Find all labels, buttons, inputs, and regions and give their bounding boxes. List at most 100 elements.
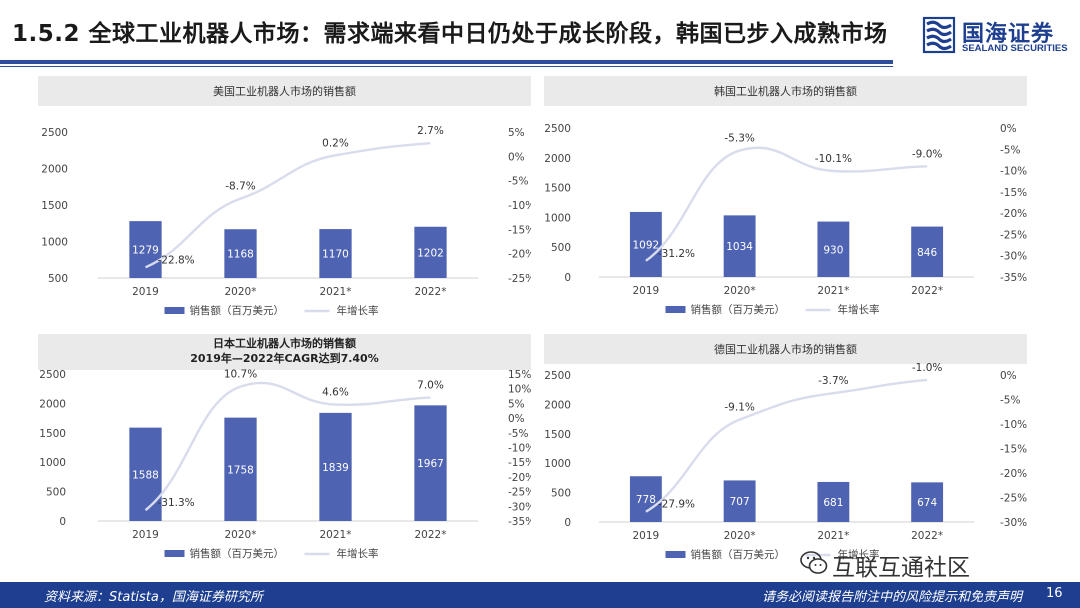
x-tick-label: 2019 [633, 285, 660, 297]
y2-tick-label: -5% [1000, 144, 1020, 156]
bar-value-label: 1839 [322, 462, 349, 474]
bar [129, 427, 162, 521]
y2-tick-label: -20% [1000, 208, 1027, 220]
y-tick-label: 1000 [39, 457, 66, 469]
bar [911, 482, 944, 522]
y-tick-label: 2000 [41, 164, 68, 176]
page-title: 1.5.2 全球工业机器人市场：需求端来看中日仍处于成长阶段，韩国已步入成熟市场 [12, 21, 888, 47]
growth-rate-label: 2.7% [417, 125, 444, 137]
chart-title-band [38, 76, 531, 106]
y-tick-label: 1500 [39, 428, 66, 440]
y2-tick-label: -20% [508, 472, 531, 484]
y2-tick-label: -30% [508, 501, 531, 513]
y2-tick-label: -10% [508, 200, 531, 212]
y2-tick-label: -15% [1000, 187, 1027, 199]
bar-value-label: 846 [917, 247, 937, 259]
legend-label-sales: 销售额（百万美元） [190, 547, 285, 560]
y-tick-label: 500 [46, 487, 66, 499]
growth-rate-label: 10.7% [224, 369, 257, 381]
bar [629, 211, 662, 277]
bar [817, 221, 850, 277]
bar-value-label: 778 [636, 494, 656, 506]
bar [319, 412, 352, 521]
bar [723, 480, 756, 522]
growth-rate-label: -5.3% [724, 133, 754, 145]
growth-rate-label: -27.9% [658, 499, 695, 511]
chart-title: 韩国工业机器人市场的销售额 [714, 84, 857, 98]
y2-tick-label: -10% [508, 443, 531, 455]
bar-value-label: 1092 [633, 239, 660, 251]
x-tick-label: 2021* [320, 529, 352, 541]
y-tick-label: 1000 [544, 212, 571, 224]
bar-value-label: 1588 [132, 469, 159, 481]
y2-tick-label: -15% [508, 457, 531, 469]
header-divider [0, 60, 893, 64]
growth-rate-label: -10.1% [815, 153, 852, 165]
y-tick-label: 0 [564, 517, 571, 529]
chart-title-band [38, 334, 531, 370]
bar [414, 226, 447, 278]
y-tick-label: 1000 [544, 458, 571, 470]
y2-tick-label: -25% [508, 487, 531, 499]
y-tick-label: 500 [48, 273, 68, 285]
y2-tick-label: 0% [508, 413, 525, 425]
y-tick-label: 500 [551, 488, 571, 500]
chart-title: 美国工业机器人市场的销售额 [213, 84, 356, 98]
bar-value-label: 1034 [726, 241, 753, 253]
bar-value-label: 1168 [227, 249, 254, 261]
y2-tick-label: 0% [508, 151, 525, 163]
chart-panel-us: 美国工业机器人市场的销售额 2500 2000 1500 1000 500 5% 0% -5% -… [38, 76, 531, 324]
wechat-icon [800, 551, 828, 574]
y2-tick-label: -10% [1000, 419, 1027, 431]
x-tick-label: 2019 [633, 530, 660, 542]
legend-swatch-bar [665, 306, 686, 313]
y2-tick-label: -20% [1000, 468, 1027, 480]
growth-rate-label: 7.0% [417, 380, 444, 392]
legend-label-sales: 销售额（百万美元） [691, 303, 786, 316]
y-tick-label: 0 [564, 272, 571, 284]
growth-rate-label: -9.0% [912, 148, 942, 160]
bar [414, 405, 447, 521]
x-tick-label: 2020* [225, 286, 257, 298]
y-tick-label: 500 [551, 242, 571, 254]
chart-title: 德国工业机器人市场的销售额 [714, 342, 857, 356]
y-tick-label: 2500 [39, 369, 66, 381]
bar-value-label: 1758 [227, 464, 254, 476]
growth-rate-label: 0.2% [322, 137, 349, 149]
page-number: 16 [1046, 586, 1063, 601]
y2-tick-label: 0% [1000, 370, 1017, 382]
y-tick-label: 2000 [544, 153, 571, 165]
y2-tick-label: -35% [1000, 272, 1027, 284]
bar-value-label: 1170 [322, 249, 349, 261]
header-divider-thin [0, 66, 893, 67]
logo-name-en: SEALAND SECURITIES [962, 43, 1068, 54]
growth-rate-label: -9.1% [724, 402, 754, 414]
x-tick-label: 2021* [817, 530, 849, 542]
logo-name-cn: 国海证券 [962, 22, 1055, 47]
growth-rate-line [145, 141, 431, 269]
watermark-text: 互联互通社区 [832, 555, 970, 581]
y2-tick-label: -5% [1000, 395, 1020, 407]
bar [224, 229, 257, 278]
y-tick-label: 0 [59, 516, 66, 528]
x-tick-label: 2021* [320, 286, 352, 298]
footer-source: 资料来源：Statista，国海证券研究所 [44, 590, 263, 605]
y-tick-label: 1500 [544, 429, 571, 441]
x-tick-label: 2020* [225, 529, 257, 541]
growth-rate-label: -8.7% [225, 181, 255, 193]
chart-us: 美国工业机器人市场的销售额 2500 2000 1500 1000 500 5% 0% -5% -… [38, 76, 531, 317]
y2-tick-label: -25% [1000, 229, 1027, 241]
y2-tick-label: -25% [1000, 493, 1027, 505]
y2-tick-label: -25% [508, 273, 531, 285]
legend-label-growth: 年增长率 [337, 547, 379, 560]
y2-tick-label: -15% [508, 224, 531, 236]
chart-panel-germany: 德国工业机器人市场的销售额 2500 2000 1500 1000 500 0 0% -5% -1… [544, 334, 1027, 574]
legend-swatch-bar [164, 550, 185, 557]
legend-label-sales: 销售额（百万美元） [691, 548, 786, 561]
growth-rate-label: -3.7% [818, 375, 848, 387]
y-tick-label: 2000 [544, 399, 571, 411]
growth-rate-label: 4.6% [322, 387, 349, 399]
x-tick-label: 2022* [911, 285, 943, 297]
bar-value-label: 674 [917, 497, 937, 509]
